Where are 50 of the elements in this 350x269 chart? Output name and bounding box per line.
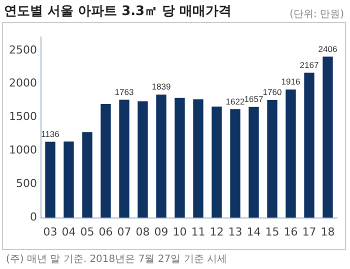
y-tick-label: 1500 (8, 110, 37, 124)
data-label: 2406 (318, 44, 338, 54)
y-tick-label: 500 (16, 177, 37, 190)
data-label: 1763 (114, 86, 134, 97)
chart-title: 연도별 서울 아파트 3.3㎡ 당 매매가격 (4, 3, 232, 20)
data-label: 1839 (152, 82, 171, 92)
x-tick-label: 17 (302, 225, 316, 238)
x-tick-label: 11 (191, 225, 206, 238)
bar (286, 90, 296, 218)
bar (174, 98, 185, 218)
x-tick-label: 06 (98, 225, 113, 238)
bar (212, 106, 222, 218)
y-tick-label: 2500 (8, 43, 37, 56)
x-tick-label: 16 (284, 225, 298, 238)
bar (193, 99, 204, 218)
x-tick-label: 18 (320, 225, 335, 238)
x-tick-label: 14 (246, 225, 261, 238)
bar (248, 106, 259, 218)
data-label: 2167 (300, 60, 319, 70)
data-label: 1760 (262, 87, 282, 98)
x-tick-label: 03 (43, 225, 58, 238)
bar (322, 56, 333, 218)
chart-subtitle: (단위: 만원) (290, 8, 344, 21)
bar (156, 94, 166, 218)
bar (119, 100, 130, 218)
x-tick-label: 13 (228, 225, 242, 238)
x-tick-label: 12 (210, 225, 224, 238)
bar (304, 72, 314, 218)
bar (64, 141, 74, 218)
y-tick-label: 0 (30, 210, 37, 224)
data-label: 1657 (244, 94, 264, 104)
bar (100, 104, 111, 218)
x-tick-label: 07 (117, 225, 132, 238)
y-tick-label: 1000 (8, 144, 37, 157)
bar (138, 101, 148, 218)
bar (230, 109, 240, 218)
x-tick-label: 08 (136, 225, 150, 238)
x-tick-label: 09 (154, 225, 168, 238)
text: (주) 매년 말 기준. 2018년은 7월 27일 기준 시세 (6, 253, 227, 266)
x-tick-label: 15 (265, 225, 280, 238)
x-tick-label: 05 (80, 225, 94, 238)
bar (82, 132, 92, 218)
data-label: 1136 (41, 128, 60, 139)
bar (45, 142, 56, 218)
data-label: 1622 (226, 96, 245, 106)
data-label: 1916 (281, 76, 300, 87)
x-tick-label: 10 (172, 225, 187, 238)
bar (267, 100, 278, 218)
y-tick-label: 2000 (8, 76, 37, 90)
x-tick-label: 04 (62, 225, 76, 238)
